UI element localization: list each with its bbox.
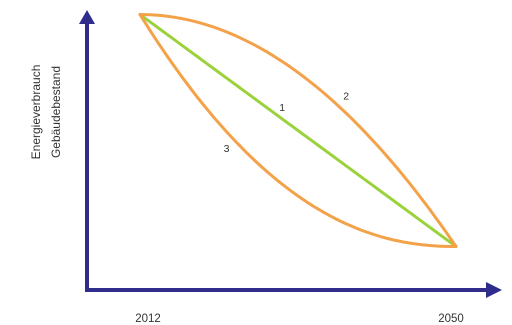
x-axis-arrow-icon — [486, 282, 502, 298]
series-layer — [138, 13, 458, 248]
series-line-3 — [138, 13, 458, 248]
y-axis-title: Energieverbrauch Gebäudebestand — [29, 65, 63, 160]
series-label-2: 2 — [343, 91, 349, 103]
x-tick-label-2050: 2050 — [438, 313, 464, 325]
curve-labels: 1 2 3 — [224, 91, 350, 155]
x-tick-label-2012: 2012 — [135, 313, 161, 325]
y-axis-title-line-2: Gebäudebestand — [49, 66, 63, 158]
series-line-1 — [138, 13, 458, 248]
y-axis-arrow-icon — [79, 10, 95, 24]
series-label-3: 3 — [224, 143, 230, 155]
series-label-1: 1 — [279, 102, 285, 114]
axes — [79, 10, 502, 298]
series-line-2 — [138, 13, 458, 248]
y-axis-title-line-1: Energieverbrauch — [29, 65, 43, 160]
